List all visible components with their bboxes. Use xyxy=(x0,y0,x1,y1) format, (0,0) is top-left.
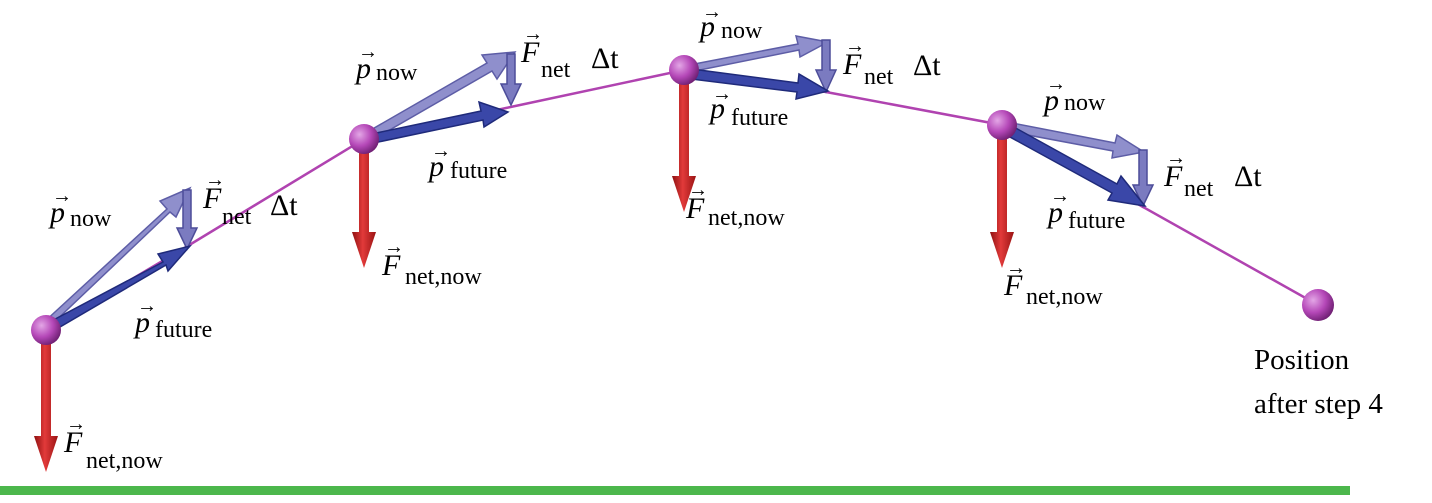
svg-text:net,now: net,now xyxy=(708,205,785,231)
svg-text:now: now xyxy=(721,18,763,44)
label-f-now-1: → F net,now xyxy=(63,413,163,474)
svg-text:→: → xyxy=(688,179,708,201)
svg-text:Position: Position xyxy=(1254,344,1350,376)
svg-text:→: → xyxy=(358,41,378,63)
label-f-dt-1: → F net Δt xyxy=(202,169,298,230)
svg-text:Δt: Δt xyxy=(913,49,941,82)
svg-text:net: net xyxy=(541,57,571,83)
svg-text:→: → xyxy=(1046,73,1066,95)
svg-text:p: p xyxy=(354,52,371,85)
svg-text:→: → xyxy=(431,140,451,162)
svg-text:→: → xyxy=(137,295,157,317)
delta-p-arrow-1 xyxy=(175,189,199,251)
svg-text:→: → xyxy=(1006,257,1026,279)
label-p-now-2: → p now xyxy=(354,41,418,86)
svg-text:net,now: net,now xyxy=(1026,284,1103,310)
svg-text:future: future xyxy=(731,105,788,131)
svg-text:F: F xyxy=(1163,160,1183,193)
force-arrow-4 xyxy=(990,135,1014,268)
svg-text:→: → xyxy=(845,35,865,57)
svg-text:p: p xyxy=(698,10,715,43)
svg-text:net: net xyxy=(222,204,252,230)
svg-text:F: F xyxy=(520,36,540,69)
label-f-dt-2: → F net Δt xyxy=(520,23,619,83)
svg-text:→: → xyxy=(1050,185,1070,207)
label-p-now-3: → p now xyxy=(698,1,763,44)
svg-text:→: → xyxy=(384,236,404,258)
force-arrow-1 xyxy=(34,336,58,472)
delta-p-arrow-2 xyxy=(499,53,523,107)
ball-3 xyxy=(669,55,699,85)
step-1 xyxy=(31,186,199,472)
ground-line xyxy=(0,486,1350,495)
svg-text:→: → xyxy=(702,1,722,23)
svg-text:p: p xyxy=(427,150,444,183)
p-future-arrow-4 xyxy=(998,119,1147,208)
svg-text:→: → xyxy=(205,169,225,191)
svg-text:future: future xyxy=(450,158,507,184)
svg-text:p: p xyxy=(133,306,150,339)
svg-text:Δt: Δt xyxy=(1234,160,1262,193)
label-f-now-3: → F net,now xyxy=(685,179,785,231)
label-p-future-3: → p future xyxy=(708,83,788,131)
svg-text:F: F xyxy=(842,48,862,81)
step-3 xyxy=(669,35,838,212)
svg-text:Δt: Δt xyxy=(270,189,298,222)
step-2 xyxy=(349,51,523,268)
delta-p-arrow-3 xyxy=(814,39,838,94)
label-f-dt-3: → F net Δt xyxy=(842,35,941,90)
svg-text:net: net xyxy=(1184,176,1214,202)
p-future-arrow-2 xyxy=(361,100,510,146)
ball-1 xyxy=(31,315,61,345)
svg-text:p: p xyxy=(1042,84,1059,117)
label-p-now-4: → p now xyxy=(1042,73,1106,117)
label-p-now-1: p → now xyxy=(48,185,112,232)
ball-final xyxy=(1302,289,1334,321)
svg-text:future: future xyxy=(155,317,212,343)
svg-text:p: p xyxy=(708,92,725,125)
svg-text:→: → xyxy=(523,23,543,45)
ball-4 xyxy=(987,110,1017,140)
p-now-arrow-3 xyxy=(683,35,831,74)
svg-text:→: → xyxy=(1166,147,1186,169)
ball-2 xyxy=(349,124,379,154)
svg-text:F: F xyxy=(202,182,222,215)
svg-text:F: F xyxy=(1003,269,1023,302)
force-arrow-2 xyxy=(352,149,376,268)
label-f-dt-4: → F net Δt xyxy=(1163,147,1262,202)
svg-text:→: → xyxy=(712,83,732,105)
label-p-future-4: → p future xyxy=(1046,185,1125,234)
svg-text:p: p xyxy=(48,196,65,229)
p-future-arrow-1 xyxy=(40,244,193,335)
svg-text:F: F xyxy=(685,192,705,225)
svg-text:net,now: net,now xyxy=(405,264,482,290)
svg-text:p: p xyxy=(1046,196,1063,229)
label-f-now-2: → F net,now xyxy=(381,236,482,290)
svg-text:F: F xyxy=(63,426,83,459)
svg-text:now: now xyxy=(1064,90,1106,116)
svg-text:→: → xyxy=(52,185,72,207)
p-future-arrow-3 xyxy=(682,67,830,100)
label-p-future-2: → p future xyxy=(427,140,507,184)
final-position-caption: Position after step 4 xyxy=(1254,344,1383,420)
svg-text:F: F xyxy=(381,249,401,282)
svg-text:net: net xyxy=(864,64,894,90)
svg-text:now: now xyxy=(376,60,418,86)
svg-text:now: now xyxy=(70,206,112,232)
force-arrow-3 xyxy=(672,80,696,212)
delta-p-arrow-4 xyxy=(1131,149,1155,208)
svg-text:Δt: Δt xyxy=(591,42,619,75)
svg-text:net,now: net,now xyxy=(86,448,163,474)
label-f-now-4: → F net,now xyxy=(1003,257,1103,310)
svg-text:→: → xyxy=(66,413,86,435)
label-p-future-1: → p future xyxy=(133,295,212,343)
svg-text:future: future xyxy=(1068,208,1125,234)
svg-text:after step 4: after step 4 xyxy=(1254,388,1383,420)
step-4 xyxy=(987,110,1155,268)
